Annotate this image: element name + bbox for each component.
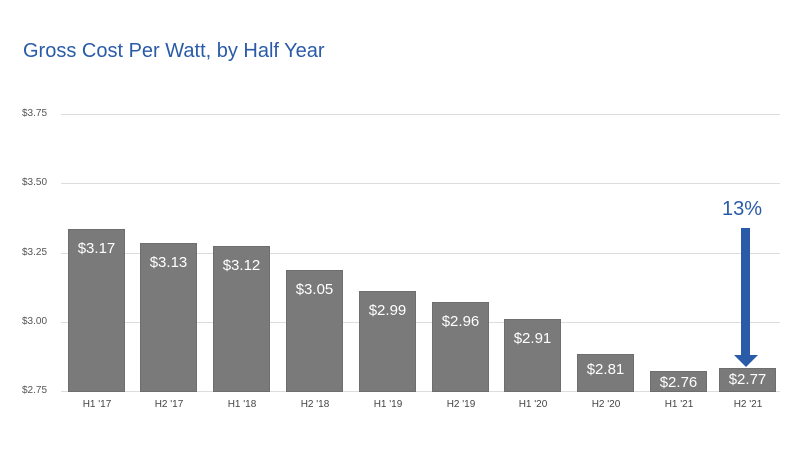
- gridline: [61, 253, 780, 254]
- bar: $2.91: [504, 319, 561, 392]
- x-tick-label: H2 '19: [446, 399, 476, 410]
- bar-value-label: $3.13: [149, 254, 188, 271]
- bar: $2.81: [577, 354, 634, 392]
- x-tick-label: H1 '19: [373, 399, 403, 410]
- x-tick-label: H1 '18: [227, 399, 257, 410]
- x-tick-label: H2 '18: [300, 399, 330, 410]
- y-tick-label: $3.75: [22, 108, 48, 119]
- bar-value-label: $3.05: [295, 281, 334, 298]
- y-tick-label: $3.00: [22, 316, 48, 327]
- arrow-down-icon: [734, 355, 758, 367]
- bar: $2.99: [359, 291, 416, 392]
- bar: $3.13: [140, 243, 197, 392]
- bar: $2.96: [432, 302, 489, 392]
- bar: $2.76: [650, 371, 707, 392]
- x-tick-label: H2 '21: [733, 399, 763, 410]
- bar: $3.05: [286, 270, 343, 392]
- x-tick-label: H1 '17: [82, 399, 112, 410]
- bar-value-label: $2.77: [728, 371, 767, 388]
- bar-value-label: $2.76: [659, 374, 698, 391]
- bar-value-label: $2.81: [586, 361, 625, 378]
- bar: $3.17: [68, 229, 125, 392]
- gridline: [61, 183, 780, 184]
- x-tick-label: H1 '21: [664, 399, 694, 410]
- y-tick-label: $2.75: [22, 385, 48, 396]
- bar-value-label: $2.91: [513, 330, 552, 347]
- y-tick-label: $3.50: [22, 177, 48, 188]
- bar-value-label: $2.96: [441, 313, 480, 330]
- gridline: [61, 114, 780, 115]
- x-tick-label: H2 '20: [591, 399, 621, 410]
- gridline: [61, 322, 780, 323]
- annotation-percent: 13%: [722, 198, 763, 220]
- bar-value-label: $3.12: [222, 257, 261, 274]
- bar-value-label: $3.17: [77, 240, 116, 257]
- arrow-shaft: [741, 228, 750, 356]
- x-tick-label: H1 '20: [518, 399, 548, 410]
- bar-value-label: $2.99: [368, 302, 407, 319]
- y-tick-label: $3.25: [22, 247, 48, 258]
- gridline: [61, 391, 780, 392]
- chart-title: Gross Cost Per Watt, by Half Year: [23, 40, 325, 62]
- bar: $3.12: [213, 246, 270, 392]
- x-tick-label: H2 '17: [154, 399, 184, 410]
- bar: $2.77: [719, 368, 776, 392]
